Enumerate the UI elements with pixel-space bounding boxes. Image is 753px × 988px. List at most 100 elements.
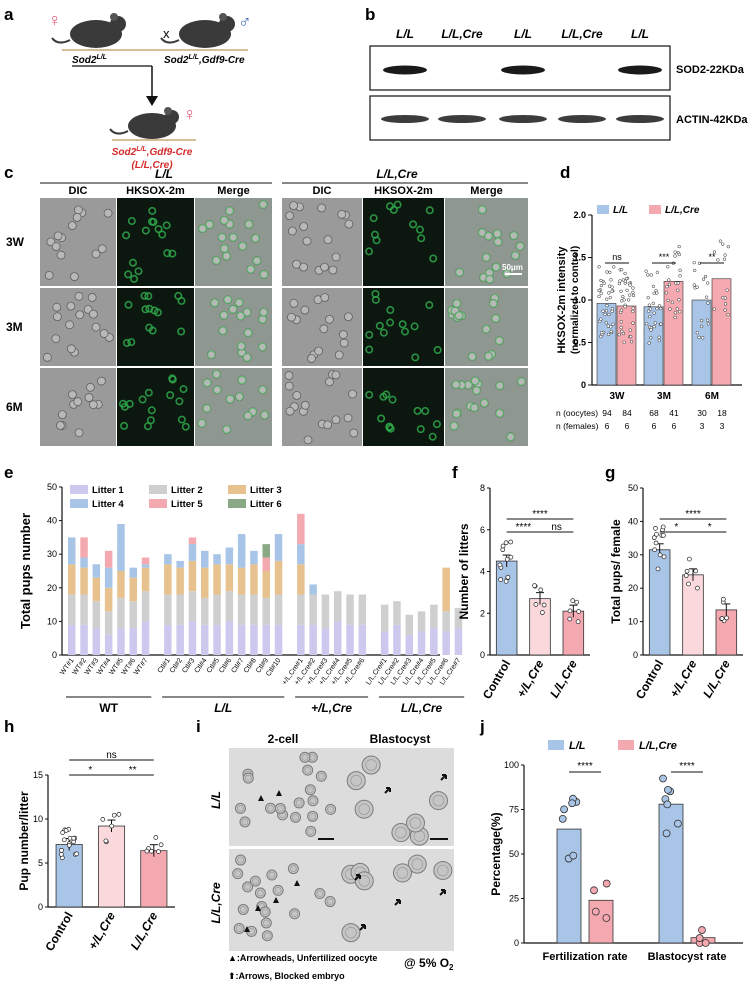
i-row-llcre: L/L,Cre	[209, 882, 223, 924]
ytick: 0	[633, 650, 638, 660]
e-bar-segment	[417, 631, 426, 655]
panel-letter-h: h	[4, 717, 14, 736]
arrow-marker	[359, 924, 366, 931]
e-bar-segment	[297, 564, 305, 595]
d-xtick: 6M	[705, 391, 719, 402]
e-bar-segment	[225, 547, 234, 565]
c-column-header: DIC	[313, 185, 332, 197]
d-legend-swatch	[649, 205, 661, 214]
blot-lane-label: L/L	[514, 27, 532, 41]
e-bar-segment	[262, 557, 270, 571]
j-ytick: 0	[514, 938, 519, 948]
e-bar-segment	[68, 594, 76, 625]
c-column-header: Merge	[470, 185, 502, 197]
e-bar-segment	[321, 628, 330, 655]
panel-letter-a: a	[4, 5, 14, 24]
e-ytick: 30	[47, 549, 57, 559]
e-bar-segment	[117, 597, 125, 629]
sod2-band	[618, 65, 662, 75]
j-legend-label: L/L,Cre	[639, 740, 677, 752]
e-bar-segment	[201, 624, 209, 655]
e-legend-label: Litter 3	[250, 485, 282, 496]
d-n-females: 6	[625, 421, 630, 431]
e-legend-label: Litter 2	[171, 485, 203, 496]
ytick: 10	[628, 617, 638, 627]
arrow-marker	[384, 787, 391, 794]
e-bar-segment	[393, 624, 401, 655]
e-bar-segment	[104, 550, 113, 568]
j-ytick: 25	[509, 894, 519, 904]
d-ytick: 1.0	[573, 295, 586, 305]
e-bar-segment	[250, 564, 258, 595]
e-bar-segment	[358, 624, 367, 655]
sod2-band	[501, 65, 545, 75]
panel-f: f 0 2 4 6 8 Number of litters Control +/L,Cre L/…	[452, 463, 590, 701]
i-legend-arrows: ⬆:Arrows, Blocked embryo	[228, 971, 345, 981]
xtick: L/L,Cre	[700, 657, 733, 700]
i-col-2cell: 2-cell	[268, 732, 299, 746]
panel-i: i 2-cell Blastocyst L/L L/L,Cre ▲:Arrowh…	[196, 717, 454, 981]
ylabel: Number of litters	[457, 523, 471, 619]
ytick: 0	[38, 902, 43, 912]
d-ylabel2: (normalized to control)	[570, 246, 581, 354]
e-bar-segment	[417, 611, 426, 632]
micrograph-tile	[445, 368, 528, 446]
panel-d: d 0 0.5 1.0 1.5 2.0 HKSOX-2m intensity (normal…	[556, 163, 742, 431]
significance: *	[674, 522, 678, 533]
e-bar-segment	[309, 584, 317, 595]
c-row-label: 3W	[6, 235, 25, 249]
offspring-genotype: (L/L,Cre)	[131, 160, 173, 171]
ylabel: Total pups/ female	[609, 519, 623, 624]
e-bar-segment	[405, 634, 413, 655]
d-n-females-label: n (females)	[556, 421, 599, 431]
j-ytick: 75	[509, 805, 519, 815]
e-bar-segment	[274, 534, 283, 561]
e-bar-segment	[442, 611, 450, 632]
e-bar-segment	[92, 564, 101, 578]
arrowhead-marker	[276, 790, 282, 796]
e-legend-swatch	[70, 485, 88, 494]
e-bar-segment	[262, 597, 270, 625]
e-bar-segment	[117, 523, 125, 571]
e-legend-swatch	[149, 485, 167, 494]
micrograph-tile	[117, 288, 194, 366]
actin-band	[438, 115, 486, 123]
d-n-females: 3	[720, 421, 725, 431]
actin-band-label: ACTIN-42KDa	[676, 114, 748, 126]
significance: **	[129, 765, 137, 776]
arrow-marker	[439, 889, 446, 896]
e-bar-segment	[141, 557, 150, 565]
panel-letter-g: g	[605, 463, 615, 482]
e-ytick: 40	[47, 516, 57, 526]
group-label-llcre: L/L,Cre	[376, 167, 418, 181]
d-n-oocytes: 94	[602, 408, 612, 418]
e-bar-segment	[346, 594, 354, 625]
xtick: +/L,Cre	[85, 909, 118, 952]
actin-band	[499, 115, 547, 123]
significance: ****	[532, 509, 548, 520]
arrowhead-marker	[258, 795, 264, 801]
e-bar-segment	[334, 621, 342, 655]
d-n-oocytes: 18	[717, 408, 727, 418]
d-ytick: 1.5	[573, 253, 586, 263]
e-bar-segment	[129, 577, 137, 602]
bar	[495, 560, 518, 656]
e-bar-segment	[201, 567, 209, 598]
female-symbol-icon: ♀	[48, 10, 62, 30]
e-bar-segment	[213, 594, 221, 625]
j-bar	[588, 899, 614, 944]
e-bar-segment	[104, 634, 113, 655]
ytick: 8	[480, 483, 485, 493]
e-bar-segment	[104, 587, 113, 612]
e-bar-segment	[213, 624, 221, 655]
e-bar-segment	[104, 567, 113, 588]
j-xtick: Fertilization rate	[543, 951, 628, 963]
e-bar-segment	[309, 624, 317, 655]
e-group-label: +/L,Cre	[311, 701, 352, 715]
blot-lane-label: L/L,Cre	[561, 27, 603, 41]
e-bar-segment	[274, 624, 283, 655]
e-bar-segment	[297, 513, 305, 545]
e-bar-segment	[393, 601, 401, 625]
